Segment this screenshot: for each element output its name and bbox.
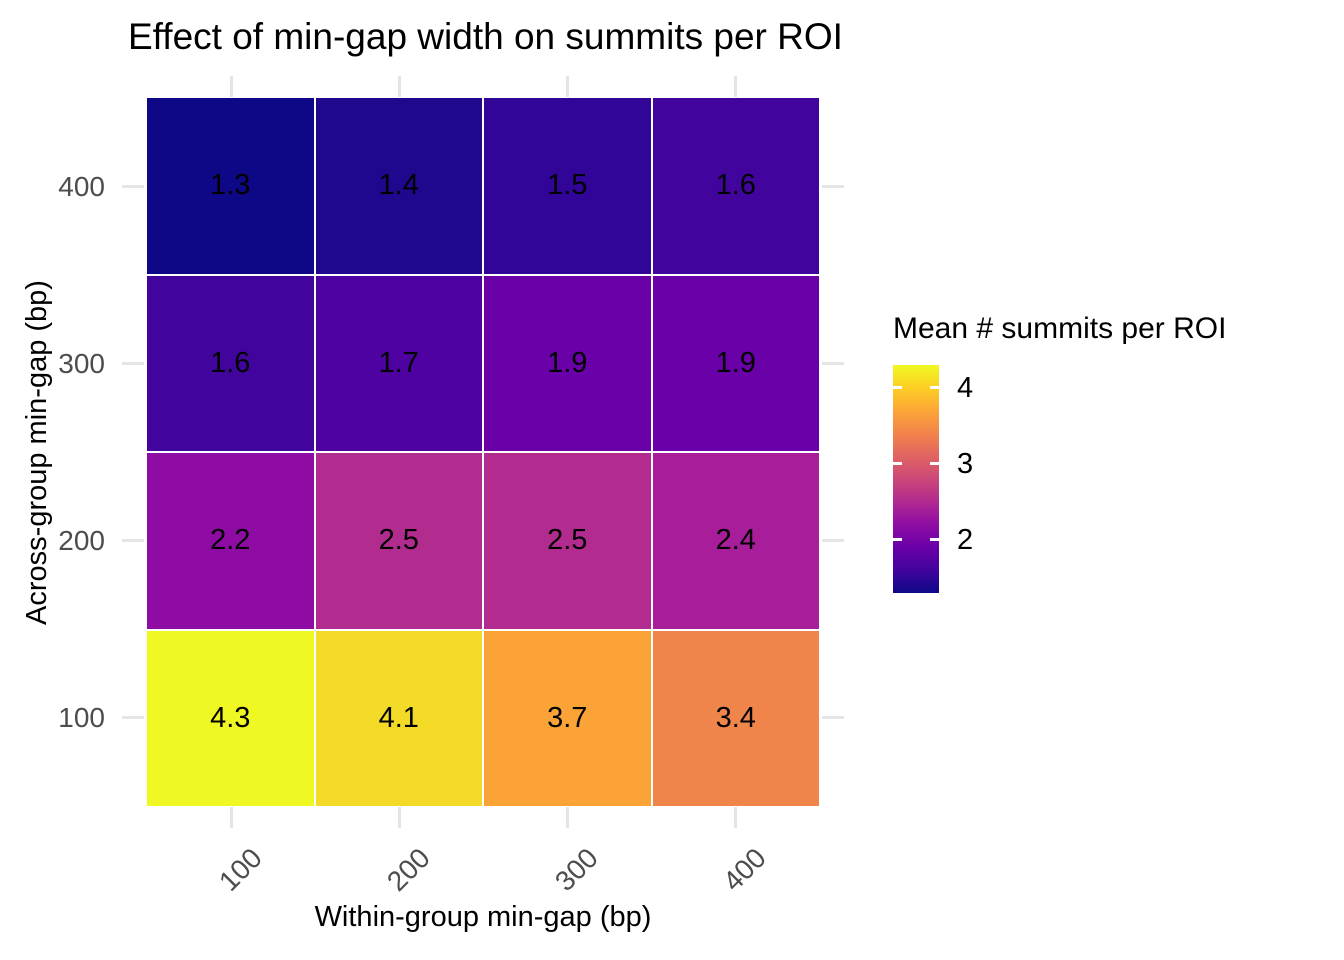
legend-tick-label: 3 [957,447,974,480]
cell-value-label: 2.4 [715,524,756,557]
cell-value-label: 1.7 [378,346,419,379]
heatmap-cell: 1.4 [315,98,482,274]
cell-value-label: 2.2 [210,524,251,557]
heatmap-cell: 1.5 [484,98,651,274]
legend-tick-mark [893,462,902,466]
y-tick-label: 100 [58,701,105,733]
heatmap-cell: 3.4 [652,630,819,806]
heatmap-cell: 1.3 [147,98,314,274]
heatmap-cell: 1.6 [147,275,314,451]
legend-colorbar [893,365,939,593]
legend-tick-label: 4 [957,371,974,404]
cell-value-label: 1.6 [210,346,251,379]
cell-value-label: 4.3 [210,701,251,734]
legend-title: Mean # summits per ROI [893,312,1227,345]
x-axis-title: Within-group min-gap (bp) [314,901,652,933]
cell-value-label: 1.6 [715,169,756,202]
legend-tick-mark [930,386,939,390]
gridline-stub [733,76,737,97]
gridline-stub [122,716,144,719]
gridline-stub [122,539,144,542]
heatmap-cell: 2.4 [652,453,819,629]
heatmap-cell: 1.9 [484,275,651,451]
gridline-stub [397,807,401,828]
heatmap-cell: 2.5 [484,453,651,629]
legend-tick-label: 2 [957,523,974,556]
cell-value-label: 2.5 [547,524,588,557]
x-tick-label: 100 [212,842,268,897]
gridline-stub [822,716,844,719]
cell-value-label: 3.4 [715,701,756,734]
cell-value-label: 2.5 [378,524,419,557]
gridline-stub [122,185,144,188]
heatmap-cell: 4.3 [147,630,314,806]
gridline-stub [733,807,737,828]
heatmap-cell: 1.9 [652,275,819,451]
plot-title: Effect of min-gap width on summits per R… [128,16,843,57]
legend-tick-mark [930,462,939,466]
y-tick-label: 400 [58,170,105,202]
heatmap-cell: 1.7 [315,275,482,451]
y-tick-label: 300 [58,347,105,379]
legend-tick-mark [893,538,902,542]
heatmap-cell: 4.1 [315,630,482,806]
gridline-stub [822,362,844,365]
cell-value-label: 1.3 [210,169,251,202]
cell-value-label: 4.1 [378,701,419,734]
x-tick-label: 200 [380,842,436,897]
gridline-stub [822,185,844,188]
heatmap-grid: 1.3 1.4 1.5 1.6 1.6 1.7 1.9 1.9 2.2 2.5 2.5 2.4 4.3 4… [147,98,819,806]
cell-value-label: 1.9 [547,346,588,379]
gridline-stub [822,539,844,542]
gridline-stub [397,76,401,97]
y-tick-label: 200 [58,524,105,556]
y-axis-title-box: Across-group min-gap (bp) [8,98,66,806]
heatmap-cell: 3.7 [484,630,651,806]
gridline-stub [229,76,233,97]
gridline-stub [565,76,569,97]
cell-value-label: 3.7 [547,701,588,734]
heatmap-cell: 1.6 [652,98,819,274]
cell-value-label: 1.9 [715,346,756,379]
cell-value-label: 1.5 [547,169,588,202]
legend-tick-mark [893,386,902,390]
cell-value-label: 1.4 [378,169,419,202]
gridline-stub [122,362,144,365]
gridline-stub [565,807,569,828]
x-tick-label: 300 [548,842,604,897]
y-axis-title: Across-group min-gap (bp) [20,279,53,625]
gridline-stub [229,807,233,828]
legend-tick-mark [930,538,939,542]
heatmap-cell: 2.5 [315,453,482,629]
x-tick-label: 400 [716,842,772,897]
heatmap-cell: 2.2 [147,453,314,629]
